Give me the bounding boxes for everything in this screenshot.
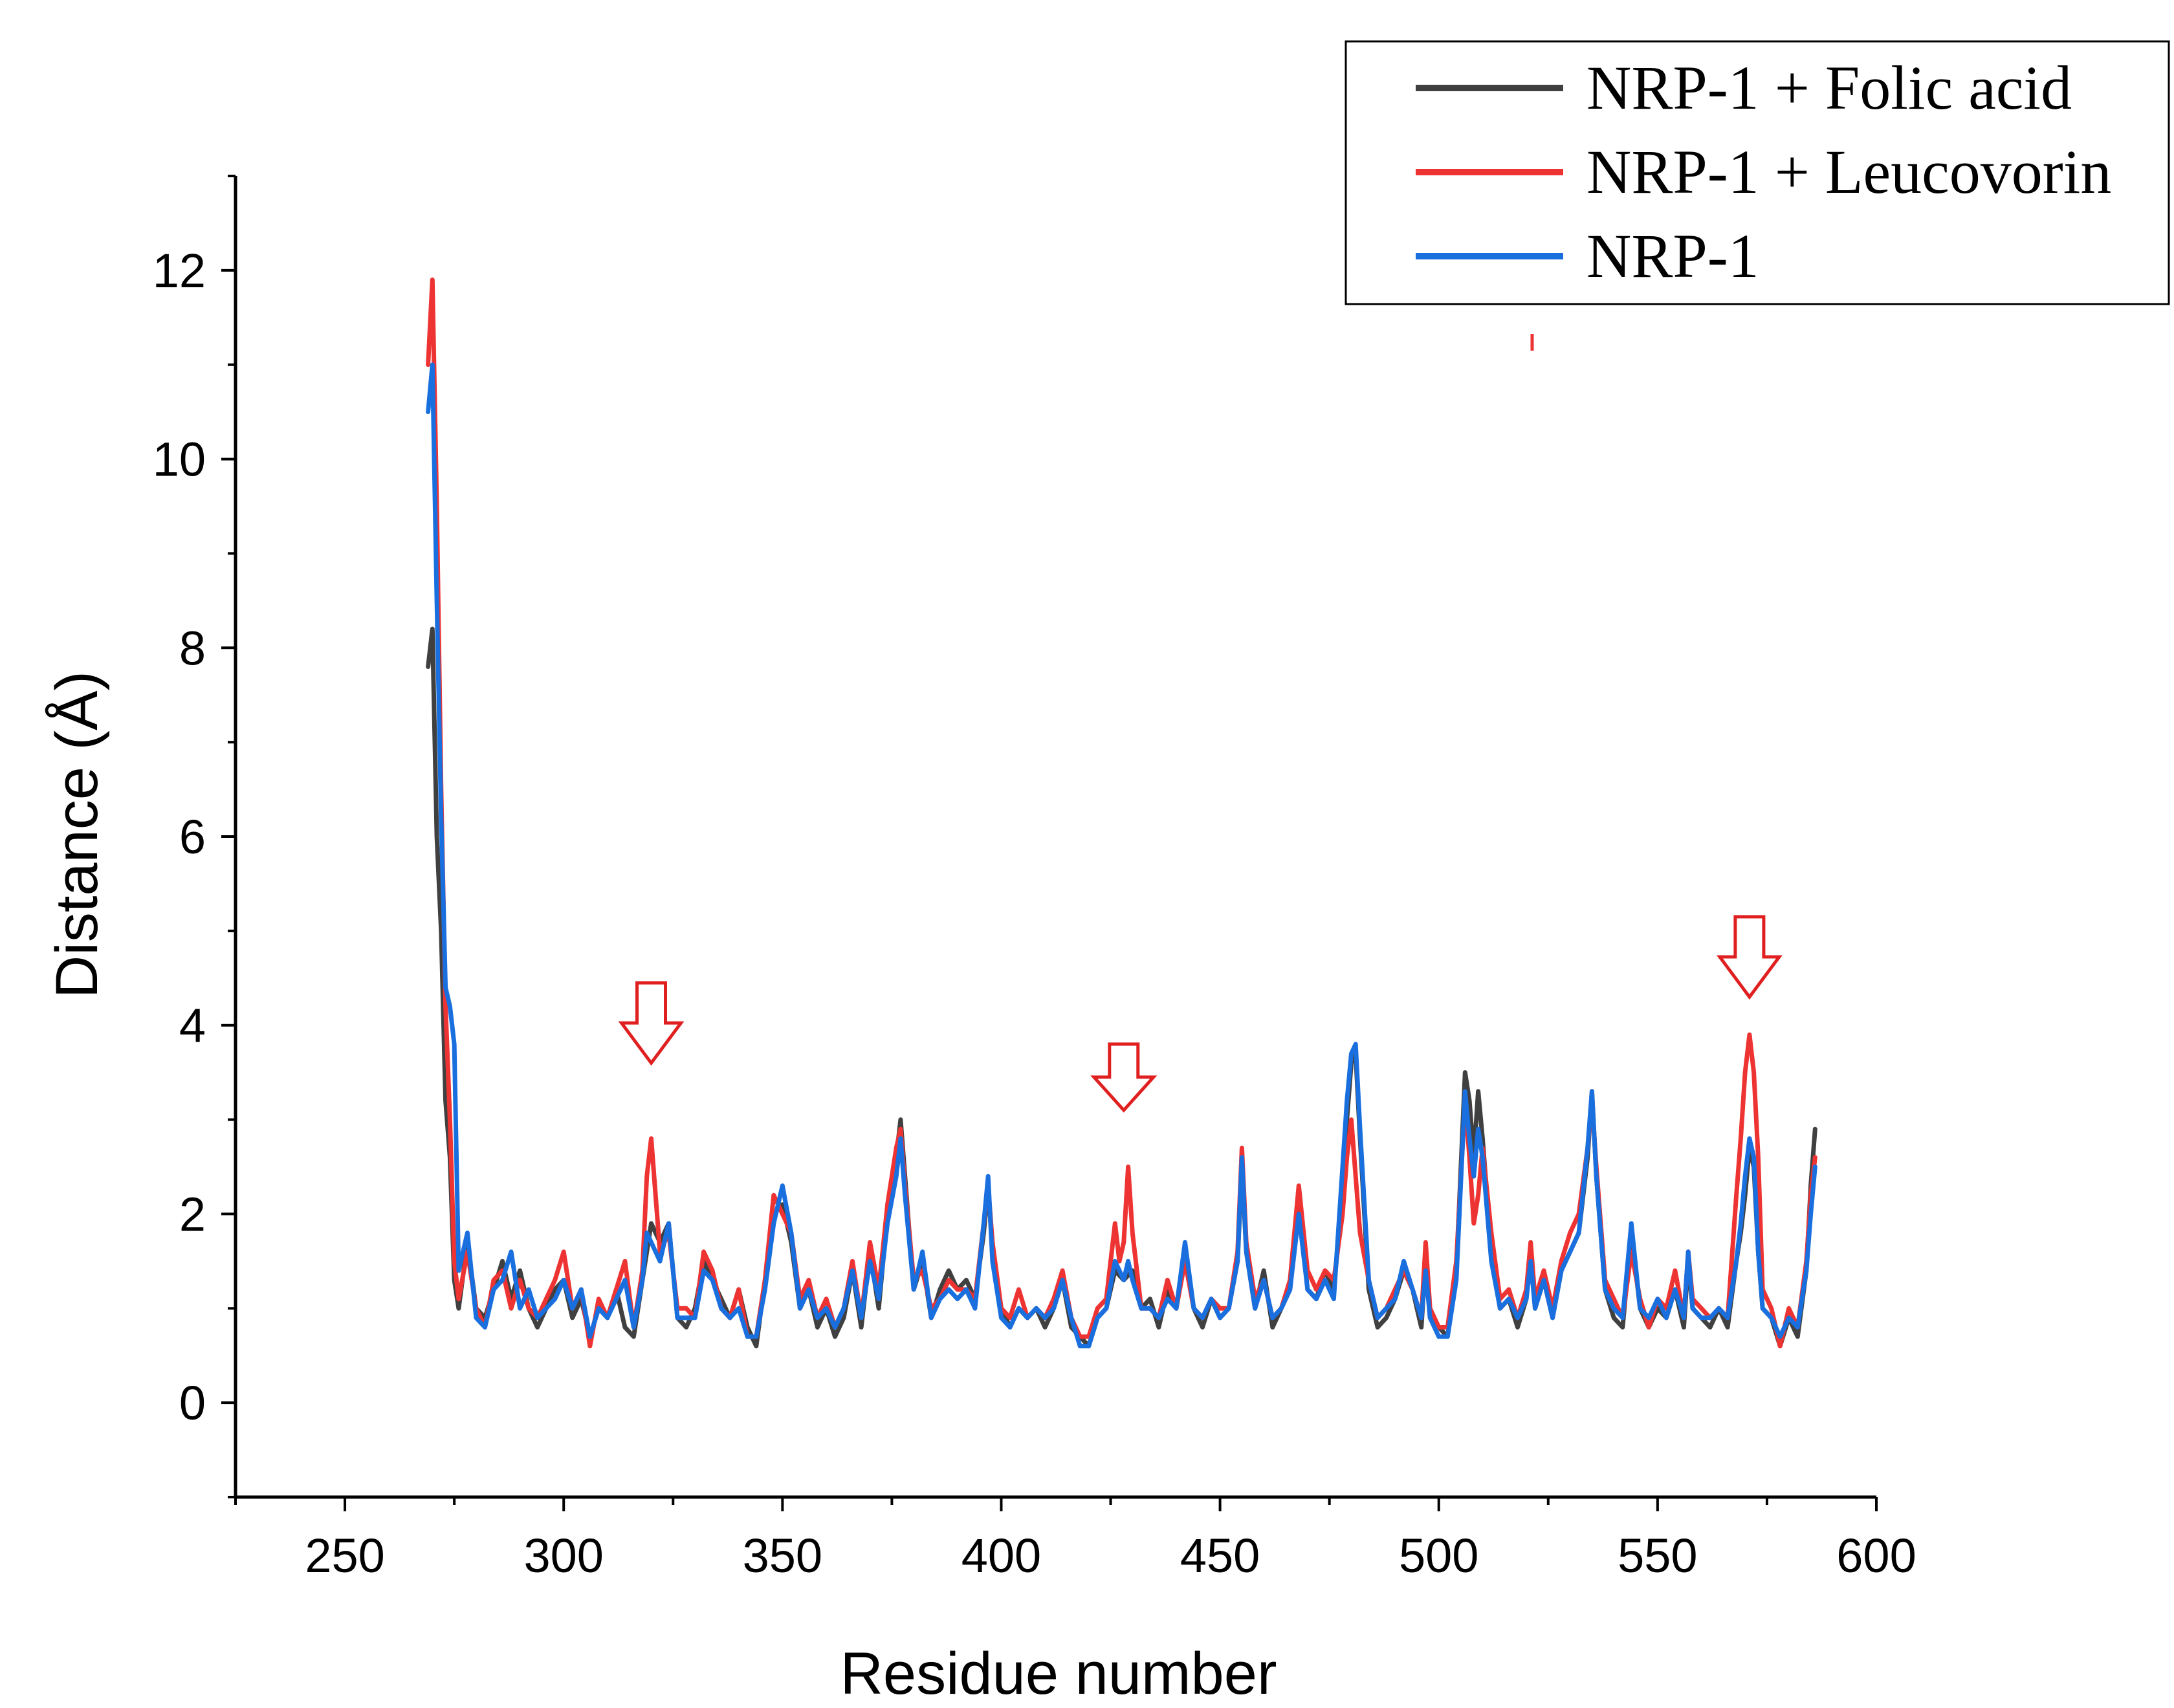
legend-label-folic-acid: NRP-1 + Folic acid: [1587, 53, 2072, 122]
x-axis-title: Residue number: [840, 1641, 1277, 1707]
y-tick-label-6: 6: [179, 810, 206, 864]
x-tick-label-600: 600: [1836, 1529, 1916, 1582]
series-line-nrp-1: [426, 362, 1817, 1349]
series-line-nrp-1-leucovorin: [426, 277, 1817, 1349]
x-tick-label-550: 550: [1618, 1529, 1697, 1582]
axes: 0 2 4 6 8 10 12 250 300 350 400 450 500 550 600: [153, 175, 1916, 1582]
y-tick-label-0: 0: [179, 1376, 206, 1430]
x-tick-label-450: 450: [1180, 1529, 1260, 1582]
annotation-arrow-1: [618, 981, 685, 1066]
x-tick-label-500: 500: [1399, 1529, 1478, 1582]
series-layer: [426, 277, 1817, 1349]
legend-label-leucovorin: NRP-1 + Leucovorin: [1587, 137, 2111, 206]
x-tick-label-400: 400: [961, 1529, 1041, 1582]
annotation-arrow-2: [1090, 1042, 1158, 1113]
legend: NRP-1 + Folic acid NRP-1 + Leucovorin NR…: [1345, 40, 2170, 305]
x-tick-label-250: 250: [305, 1529, 384, 1582]
y-tick-label-10: 10: [153, 433, 206, 487]
annotation-layer: [618, 915, 1783, 1113]
legend-label-nrp1: NRP-1: [1587, 221, 1759, 290]
y-tick-label-8: 8: [179, 621, 206, 675]
y-tick-label-2: 2: [179, 1187, 206, 1241]
x-tick-label-350: 350: [743, 1529, 822, 1582]
x-tick-label-300: 300: [523, 1529, 603, 1582]
y-tick-label-12: 12: [153, 244, 206, 298]
annotation-arrow-3: [1716, 915, 1783, 1000]
y-axis-title: Distance (Å): [44, 671, 110, 998]
y-tick-label-4: 4: [179, 999, 206, 1053]
